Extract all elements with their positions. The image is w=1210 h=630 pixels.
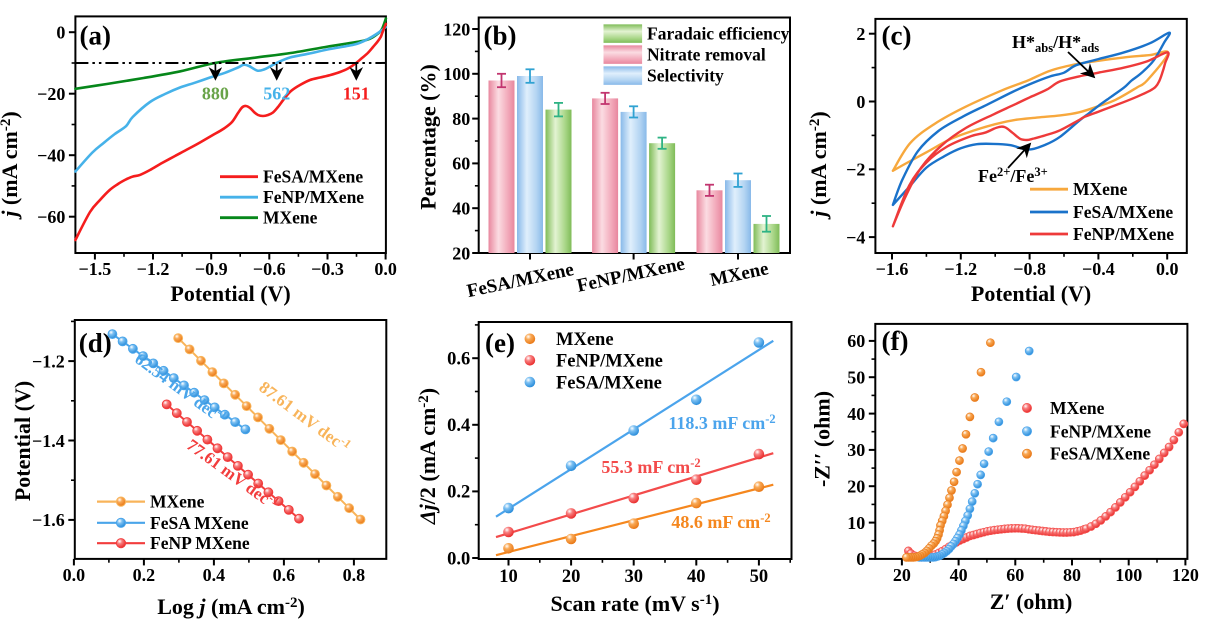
svg-text:−1.6: −1.6 [32,510,65,530]
svg-text:FeNP MXene: FeNP MXene [150,533,250,553]
svg-text:10: 10 [499,567,518,587]
svg-text:Potential (V): Potential (V) [10,381,35,501]
svg-text:30: 30 [624,567,643,587]
svg-text:60: 60 [1006,565,1024,585]
svg-text:100: 100 [443,64,470,84]
svg-text:(c): (c) [882,20,912,50]
svg-text:FeNP/MXene: FeNP/MXene [1073,224,1174,244]
svg-text:FeNP/MXene: FeNP/MXene [263,187,364,207]
svg-text:100: 100 [1115,565,1142,585]
svg-text:FeNP/MXene: FeNP/MXene [1050,421,1151,441]
svg-text:0.0: 0.0 [374,259,397,279]
svg-text:FeSA/MXene: FeSA/MXene [263,167,363,187]
svg-text:−60: −60 [37,207,65,227]
svg-text:−0.3: −0.3 [311,259,344,279]
svg-text:Scan rate (mV s-1): Scan rate (mV s-1) [550,591,719,616]
svg-text:MXene: MXene [1050,398,1105,418]
svg-text:562: 562 [263,84,290,104]
svg-text:Nitrate removal: Nitrate removal [647,44,766,64]
svg-text:0: 0 [56,23,65,43]
svg-text:20: 20 [562,567,581,587]
svg-text:80: 80 [1063,565,1081,585]
svg-text:40: 40 [950,565,968,585]
svg-text:20: 20 [452,243,470,263]
svg-text:0.2: 0.2 [133,565,156,585]
svg-text:−4: −4 [846,227,865,247]
svg-text:−20: −20 [37,84,65,104]
svg-text:−0.9: −0.9 [195,259,228,279]
svg-text:0: 0 [856,549,865,569]
svg-text:40: 40 [452,199,470,219]
svg-text:Log j (mA cm-2): Log j (mA cm-2) [157,594,305,619]
svg-text:20: 20 [847,477,865,497]
svg-text:50: 50 [847,368,865,388]
svg-text:Fe2+/Fe3+: Fe2+/Fe3+ [978,165,1048,186]
svg-text:−0.6: −0.6 [253,259,286,279]
svg-text:Z′ (ohm): Z′ (ohm) [990,589,1073,614]
svg-text:80: 80 [452,109,470,129]
svg-text:120: 120 [443,19,470,39]
svg-text:0.2: 0.2 [447,483,470,503]
svg-text:Potential (V): Potential (V) [971,281,1091,306]
svg-text:(a): (a) [80,20,111,50]
svg-text:MXene: MXene [1073,179,1128,199]
svg-text:0.0: 0.0 [63,565,86,585]
svg-text:FeSA/MXene: FeSA/MXene [1050,444,1150,464]
svg-text:−0.8: −0.8 [1013,259,1046,279]
svg-text:0.8: 0.8 [343,565,366,585]
svg-text:0.0: 0.0 [1156,259,1179,279]
svg-text:(b): (b) [484,20,517,50]
svg-text:48.6 mF cm-2: 48.6 mF cm-2 [671,511,770,532]
svg-text:−1.6: −1.6 [876,259,909,279]
svg-text:60: 60 [452,154,470,174]
svg-text:20: 20 [893,565,911,585]
svg-text:−0.4: −0.4 [1082,259,1115,279]
svg-text:880: 880 [202,84,229,104]
svg-text:−1.4: −1.4 [32,431,65,451]
svg-text:FeNP/MXene: FeNP/MXene [556,352,663,372]
svg-text:0.0: 0.0 [447,549,470,569]
svg-text:−1.2: −1.2 [32,351,65,371]
svg-text:Δj/2 (mA cm-2): Δj/2 (mA cm-2) [415,388,440,525]
svg-text:60: 60 [847,331,865,351]
svg-text:Potential (V): Potential (V) [170,281,290,306]
svg-text:30: 30 [847,440,865,460]
svg-text:j (mA cm-2): j (mA cm-2) [0,111,22,219]
svg-text:Selectivity: Selectivity [647,65,724,85]
svg-text:(d): (d) [79,328,112,358]
svg-text:Faradaic efficiency: Faradaic efficiency [647,23,790,43]
svg-text:Percentage (%): Percentage (%) [416,64,441,210]
svg-text:2: 2 [856,24,865,44]
svg-text:151: 151 [343,84,370,104]
svg-text:−2: −2 [846,160,865,180]
svg-text:120: 120 [1172,565,1199,585]
svg-text:-Z′′ (ohm): -Z′′ (ohm) [810,391,835,487]
svg-text:MXene: MXene [263,208,318,228]
svg-text:10: 10 [847,513,865,533]
svg-text:H*abs/H*ads: H*abs/H*ads [1012,32,1099,55]
svg-text:−1.2: −1.2 [137,259,170,279]
svg-text:50: 50 [750,567,769,587]
svg-text:MXene: MXene [150,492,205,512]
svg-text:55.3 mF cm-2: 55.3 mF cm-2 [601,456,700,477]
svg-text:(f): (f) [882,326,909,356]
svg-text:40: 40 [687,567,706,587]
svg-text:FeSA/MXene: FeSA/MXene [1073,202,1173,222]
svg-text:0: 0 [856,92,865,112]
svg-text:−40: −40 [37,146,65,166]
svg-text:40: 40 [847,404,865,424]
svg-text:0.4: 0.4 [447,416,470,436]
svg-text:0.6: 0.6 [447,350,470,370]
svg-text:−1.5: −1.5 [79,259,112,279]
svg-text:0.6: 0.6 [273,565,296,585]
svg-text:118.3 mF cm-2: 118.3 mF cm-2 [668,412,775,433]
svg-text:FeSA/MXene: FeSA/MXene [556,373,662,393]
svg-text:(e): (e) [485,328,515,358]
svg-text:−1.2: −1.2 [944,259,977,279]
svg-text:0.4: 0.4 [203,565,226,585]
svg-text:FeSA MXene: FeSA MXene [150,513,249,533]
svg-text:MXene: MXene [556,330,614,350]
